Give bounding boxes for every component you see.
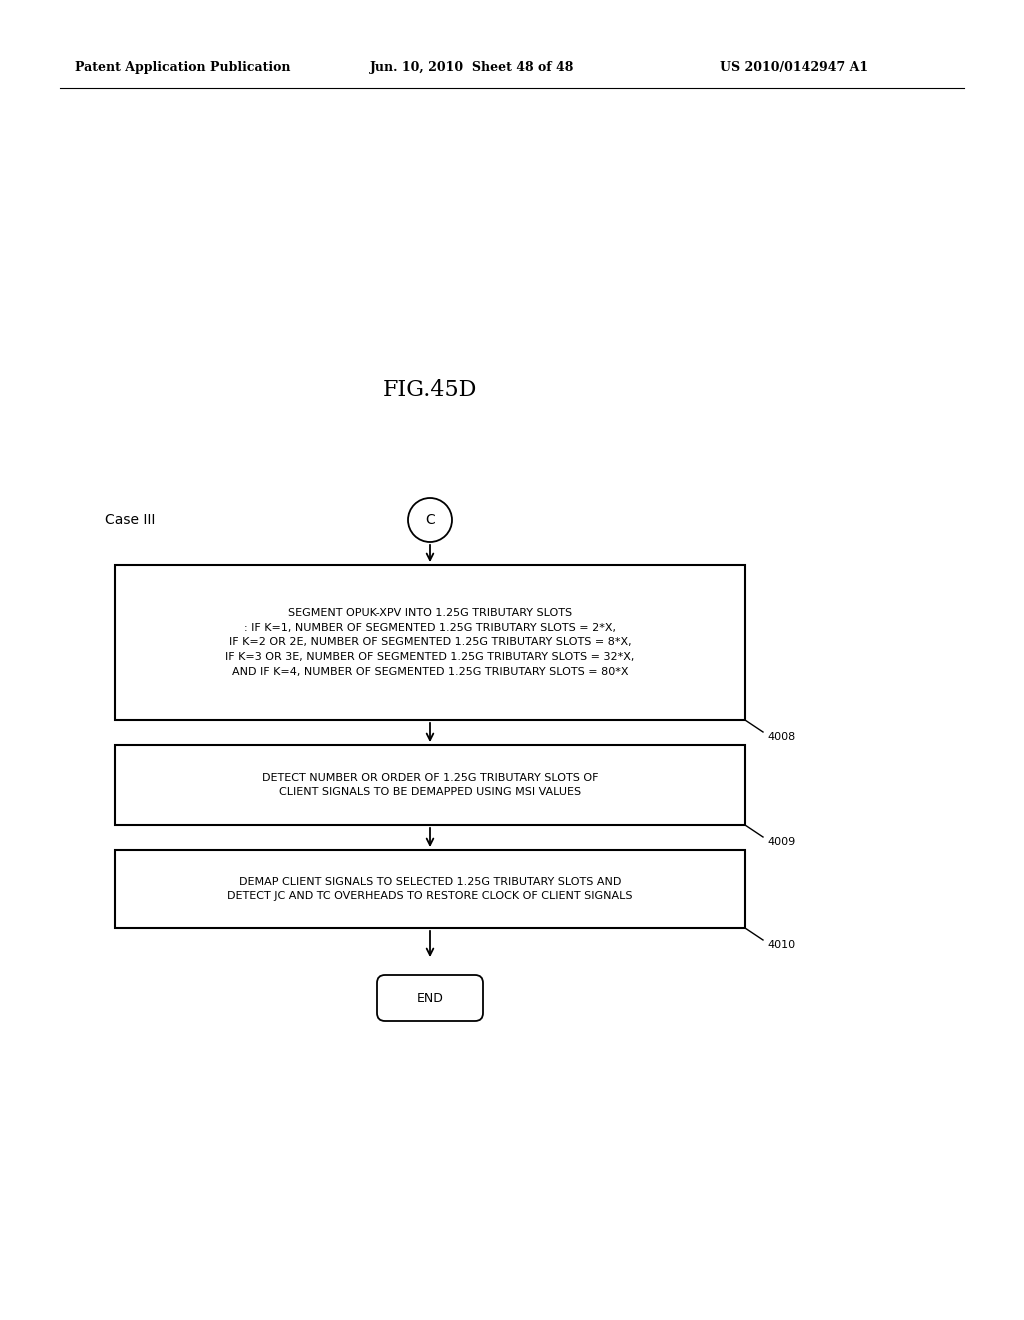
Text: END: END [417, 991, 443, 1005]
Text: Patent Application Publication: Patent Application Publication [75, 62, 291, 74]
Text: Case III: Case III [105, 513, 156, 527]
Text: SEGMENT OPUK-XPV INTO 1.25G TRIBUTARY SLOTS
: IF K=1, NUMBER OF SEGMENTED 1.25G : SEGMENT OPUK-XPV INTO 1.25G TRIBUTARY SL… [225, 609, 635, 677]
Text: 4008: 4008 [767, 733, 796, 742]
Text: C: C [425, 513, 435, 527]
FancyBboxPatch shape [115, 565, 745, 719]
Text: DEMAP CLIENT SIGNALS TO SELECTED 1.25G TRIBUTARY SLOTS AND
DETECT JC AND TC OVER: DEMAP CLIENT SIGNALS TO SELECTED 1.25G T… [227, 876, 633, 902]
Text: 4010: 4010 [767, 940, 795, 950]
FancyBboxPatch shape [377, 975, 483, 1020]
Text: US 2010/0142947 A1: US 2010/0142947 A1 [720, 62, 868, 74]
FancyBboxPatch shape [115, 850, 745, 928]
Text: 4009: 4009 [767, 837, 796, 847]
FancyBboxPatch shape [115, 744, 745, 825]
Text: Jun. 10, 2010  Sheet 48 of 48: Jun. 10, 2010 Sheet 48 of 48 [370, 62, 574, 74]
Text: FIG.45D: FIG.45D [383, 379, 477, 401]
Text: DETECT NUMBER OR ORDER OF 1.25G TRIBUTARY SLOTS OF
CLIENT SIGNALS TO BE DEMAPPED: DETECT NUMBER OR ORDER OF 1.25G TRIBUTAR… [262, 772, 598, 797]
